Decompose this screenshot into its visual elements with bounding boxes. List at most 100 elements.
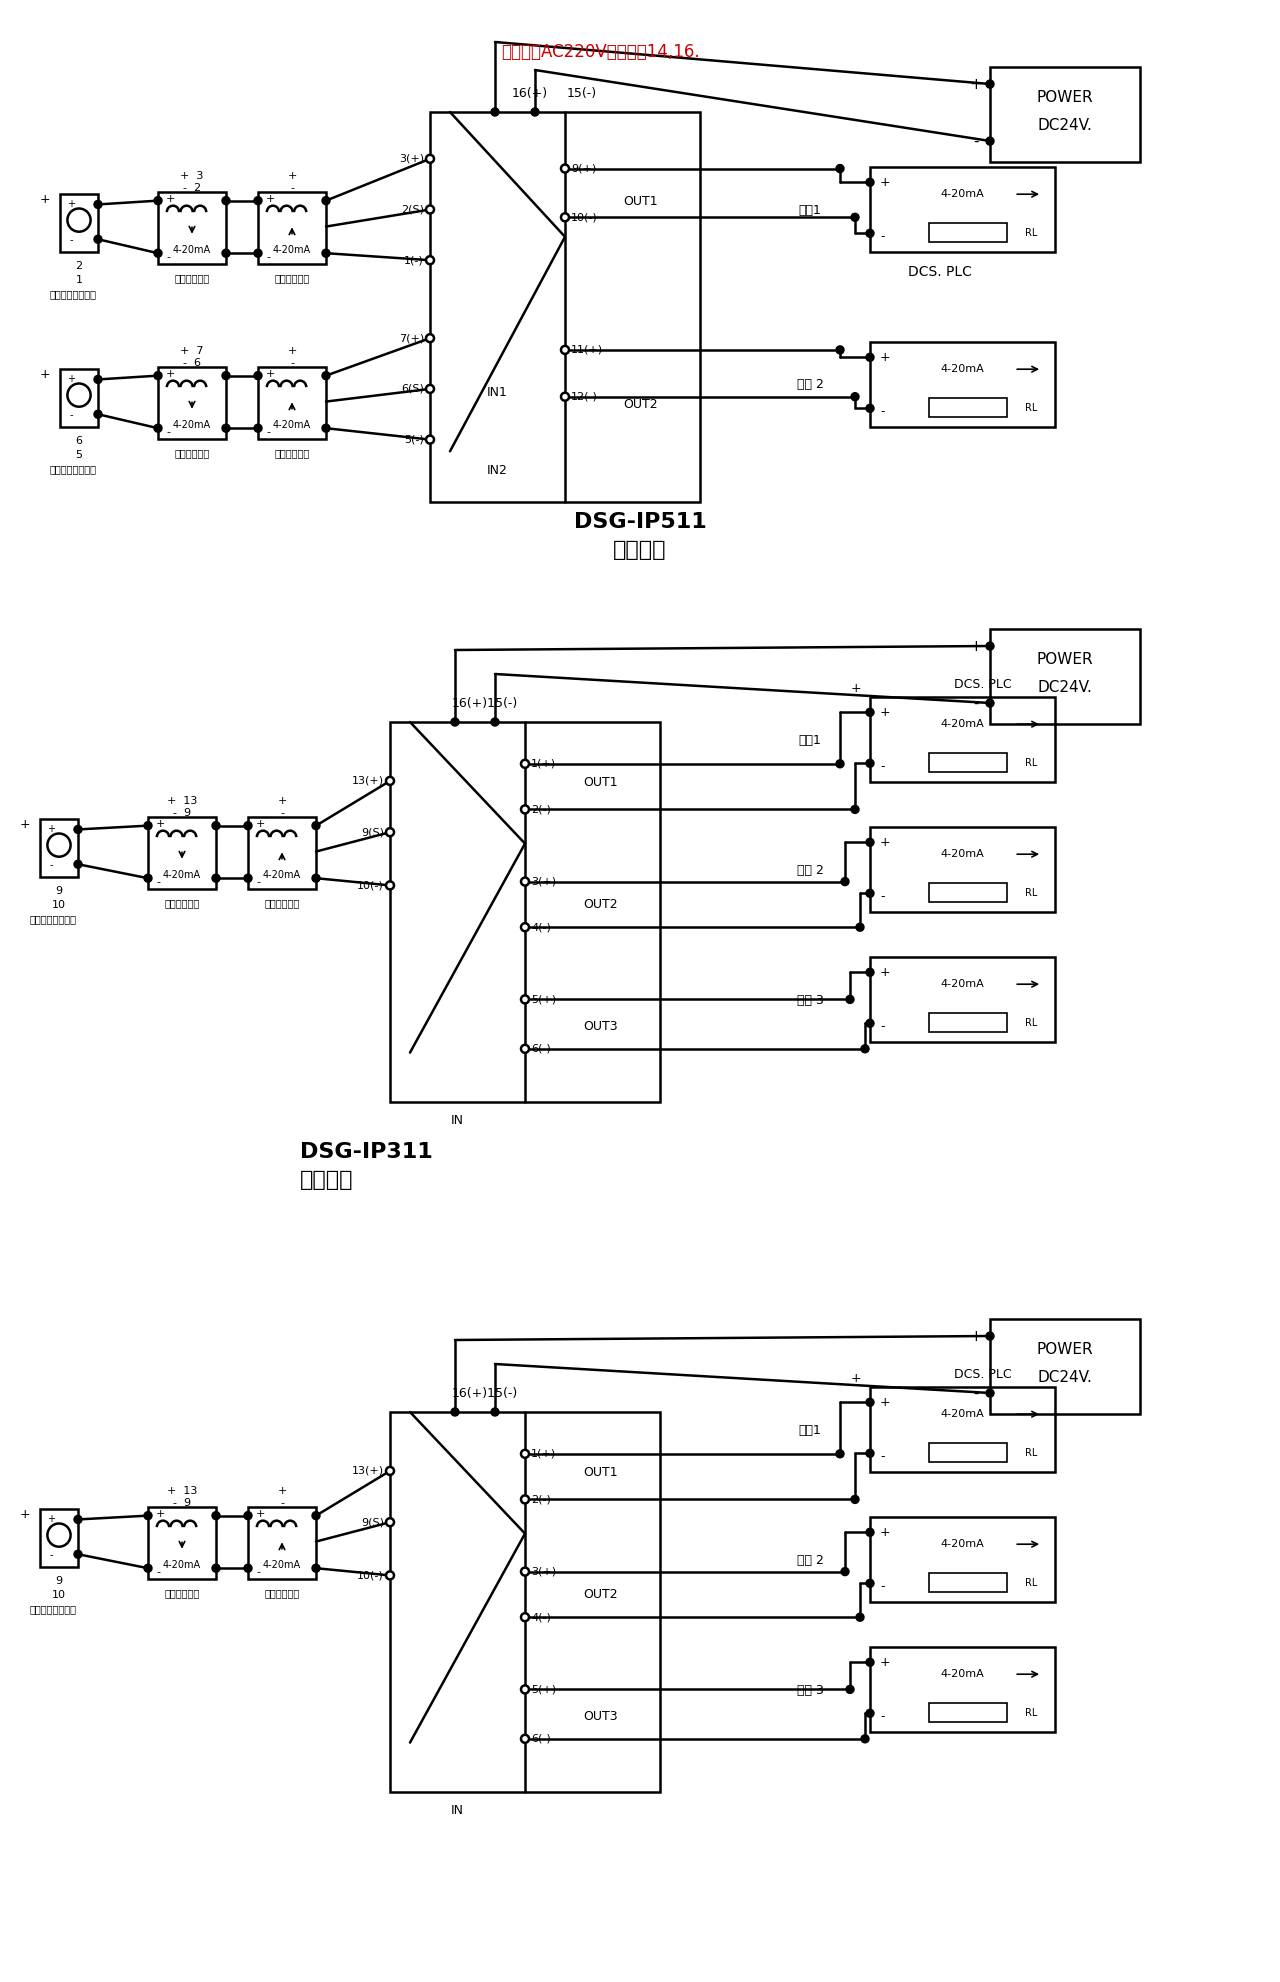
Text: 电流源或电压输入: 电流源或电压输入 xyxy=(50,289,97,299)
Text: -  9: - 9 xyxy=(173,1498,191,1508)
Circle shape xyxy=(851,805,859,813)
Text: 三线制变送器: 三线制变送器 xyxy=(274,448,310,458)
Text: +: + xyxy=(156,1508,165,1518)
Text: -: - xyxy=(881,1451,884,1463)
Text: -: - xyxy=(166,252,170,262)
Text: 5(+): 5(+) xyxy=(531,995,556,1005)
Circle shape xyxy=(212,823,220,830)
Circle shape xyxy=(426,206,434,214)
Circle shape xyxy=(856,924,864,932)
Circle shape xyxy=(531,107,539,117)
Circle shape xyxy=(492,717,499,725)
Text: OUT1: OUT1 xyxy=(584,1467,618,1479)
Text: 10(-): 10(-) xyxy=(571,212,598,222)
Circle shape xyxy=(986,642,995,650)
Text: +: + xyxy=(19,1508,29,1522)
Text: 4-20mA: 4-20mA xyxy=(273,420,311,430)
Text: 4-20mA: 4-20mA xyxy=(173,420,211,430)
Circle shape xyxy=(867,1449,874,1457)
Bar xyxy=(929,1703,1007,1722)
Circle shape xyxy=(323,373,330,381)
Circle shape xyxy=(861,1045,869,1052)
Circle shape xyxy=(492,107,499,117)
Circle shape xyxy=(841,878,849,886)
Text: 4-20mA: 4-20mA xyxy=(941,188,984,200)
Circle shape xyxy=(492,1407,499,1415)
Bar xyxy=(60,369,99,426)
Circle shape xyxy=(836,1449,844,1459)
Text: -: - xyxy=(881,230,884,244)
Text: 16(+)15(-): 16(+)15(-) xyxy=(452,1387,517,1401)
Text: +: + xyxy=(287,170,297,180)
Bar xyxy=(870,166,1055,252)
Bar xyxy=(870,1387,1055,1473)
Circle shape xyxy=(841,1568,849,1576)
Circle shape xyxy=(244,823,252,830)
Circle shape xyxy=(312,1512,320,1520)
Text: +: + xyxy=(970,1328,982,1344)
Text: +: + xyxy=(47,1514,55,1524)
Text: RL: RL xyxy=(1025,1578,1037,1588)
Circle shape xyxy=(867,178,874,186)
Bar xyxy=(870,957,1055,1043)
Text: 6(-): 6(-) xyxy=(531,1045,550,1054)
Circle shape xyxy=(221,196,230,204)
Circle shape xyxy=(387,1518,394,1526)
Text: 5(-): 5(-) xyxy=(404,434,424,444)
Circle shape xyxy=(867,969,874,977)
Text: 4-20mA: 4-20mA xyxy=(941,365,984,375)
Text: -: - xyxy=(291,182,294,192)
Circle shape xyxy=(867,1397,874,1407)
Bar xyxy=(157,367,227,438)
Text: 7(+): 7(+) xyxy=(399,333,424,343)
Text: 2(S): 2(S) xyxy=(401,204,424,214)
Bar xyxy=(259,367,326,438)
Text: -: - xyxy=(881,890,884,904)
Bar xyxy=(929,224,1007,242)
Circle shape xyxy=(253,424,262,432)
Text: -: - xyxy=(291,359,294,369)
Bar xyxy=(929,884,1007,902)
Circle shape xyxy=(836,165,844,172)
Circle shape xyxy=(74,1550,82,1558)
Circle shape xyxy=(986,700,995,708)
Circle shape xyxy=(521,759,529,767)
Text: +: + xyxy=(881,965,891,979)
Text: 10(-): 10(-) xyxy=(357,880,384,890)
Text: 二线制变送器: 二线制变送器 xyxy=(164,1588,200,1597)
Text: 4-20mA: 4-20mA xyxy=(941,1409,984,1419)
Text: 通道1: 通道1 xyxy=(799,204,822,216)
Text: +: + xyxy=(881,351,891,365)
Text: +: + xyxy=(881,836,891,848)
Circle shape xyxy=(426,256,434,264)
Circle shape xyxy=(47,834,70,856)
Text: -: - xyxy=(973,696,979,712)
Circle shape xyxy=(154,196,163,204)
Text: OUT2: OUT2 xyxy=(623,398,658,410)
Circle shape xyxy=(426,436,434,444)
Text: 12(-): 12(-) xyxy=(571,392,598,402)
Text: 16(+)15(-): 16(+)15(-) xyxy=(452,698,517,710)
Circle shape xyxy=(93,375,102,383)
Circle shape xyxy=(561,347,570,355)
Text: 4-20mA: 4-20mA xyxy=(163,1560,201,1570)
Bar xyxy=(870,343,1055,426)
Text: -: - xyxy=(280,1498,284,1508)
Circle shape xyxy=(521,1045,529,1052)
Circle shape xyxy=(451,1407,460,1415)
Text: DC24V.: DC24V. xyxy=(1038,1370,1092,1385)
Text: 通道 2: 通道 2 xyxy=(796,1554,823,1566)
Circle shape xyxy=(521,1449,529,1459)
Text: +: + xyxy=(881,1395,891,1409)
Text: 9(S): 9(S) xyxy=(361,1516,384,1528)
Text: 2(-): 2(-) xyxy=(531,1494,550,1504)
Bar xyxy=(248,1506,316,1580)
Text: IN: IN xyxy=(451,1114,465,1126)
Circle shape xyxy=(143,874,152,882)
Circle shape xyxy=(93,236,102,244)
Text: 10: 10 xyxy=(52,900,67,910)
Bar xyxy=(157,192,227,264)
Bar xyxy=(148,1506,216,1580)
Text: 6(-): 6(-) xyxy=(531,1734,550,1744)
Circle shape xyxy=(867,230,874,238)
